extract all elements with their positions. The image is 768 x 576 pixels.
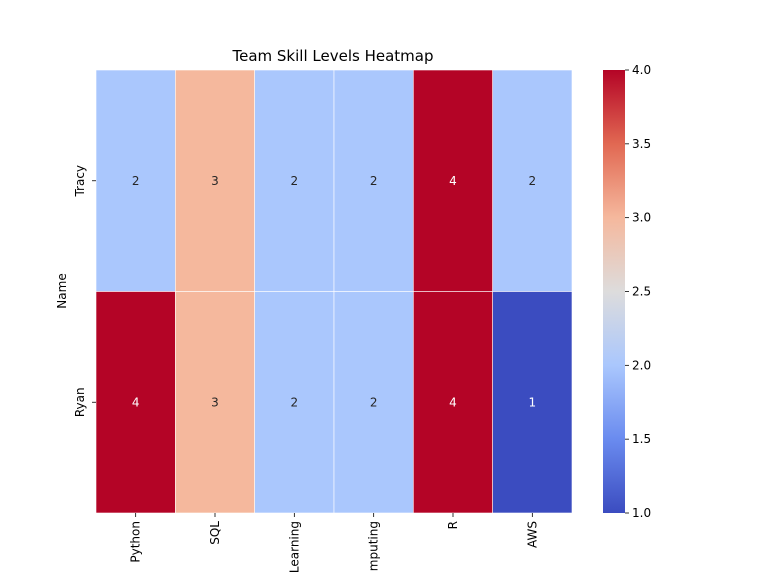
colorbar-tick-label: 1.5 [632,432,651,446]
heatmap-cells [95,69,573,514]
colorbar-ticks: 1.0 1.5 2.0 2.5 3.0 3.5 4.0 [625,63,651,520]
colorbar-tick-label: 3.0 [632,211,651,225]
x-tick-label: Python [129,521,143,563]
heatmap-cell [333,291,414,514]
x-tick-label: Learning [287,521,301,573]
cell-value-label: 2 [370,174,378,188]
x-tick-label: AWS [525,521,539,548]
x-axis-ticks: Python SQL Learning mputing R AWS [129,513,539,573]
cell-value-label: 4 [449,395,457,409]
chart-title: Team Skill Levels Heatmap [232,47,434,65]
heatmap-cell [95,291,176,514]
y-tick-label: Tracy [73,165,87,198]
heatmap-cell [175,291,255,514]
cell-value-label: 3 [211,395,219,409]
heatmap-cell [95,69,176,292]
cell-value-label: 2 [132,174,140,188]
cell-value-label: 3 [211,174,219,188]
heatmap-cell-labels: 2 3 2 2 4 2 4 3 2 2 4 1 [132,174,536,410]
heatmap-cell [413,69,493,292]
y-axis-label: Name [55,273,69,308]
cell-value-label: 2 [291,395,299,409]
colorbar-tick-label: 2.0 [632,358,651,372]
colorbar-tick-label: 4.0 [632,63,651,77]
heatmap-cell [333,69,414,292]
cell-value-label: 4 [449,174,457,188]
heatmap-cell [492,69,573,292]
colorbar-tick-label: 3.5 [632,137,651,151]
cell-value-label: 4 [132,395,140,409]
x-tick-label: SQL [208,521,222,545]
x-tick-label: mputing [367,521,381,571]
y-axis-ticks: Tracy Ryan [73,165,96,417]
x-tick-label: R [446,521,460,529]
colorbar [603,70,625,513]
cell-value-label: 2 [370,395,378,409]
cell-value-label: 2 [291,174,299,188]
cell-value-label: 1 [529,395,537,409]
colorbar-tick-label: 2.5 [632,285,651,299]
heatmap-cell [175,69,255,292]
cell-value-label: 2 [529,174,537,188]
heatmap-cell [492,291,573,514]
colorbar-tick-label: 1.0 [632,506,651,520]
heatmap-cell [254,69,335,292]
y-tick-label: Ryan [73,387,87,417]
